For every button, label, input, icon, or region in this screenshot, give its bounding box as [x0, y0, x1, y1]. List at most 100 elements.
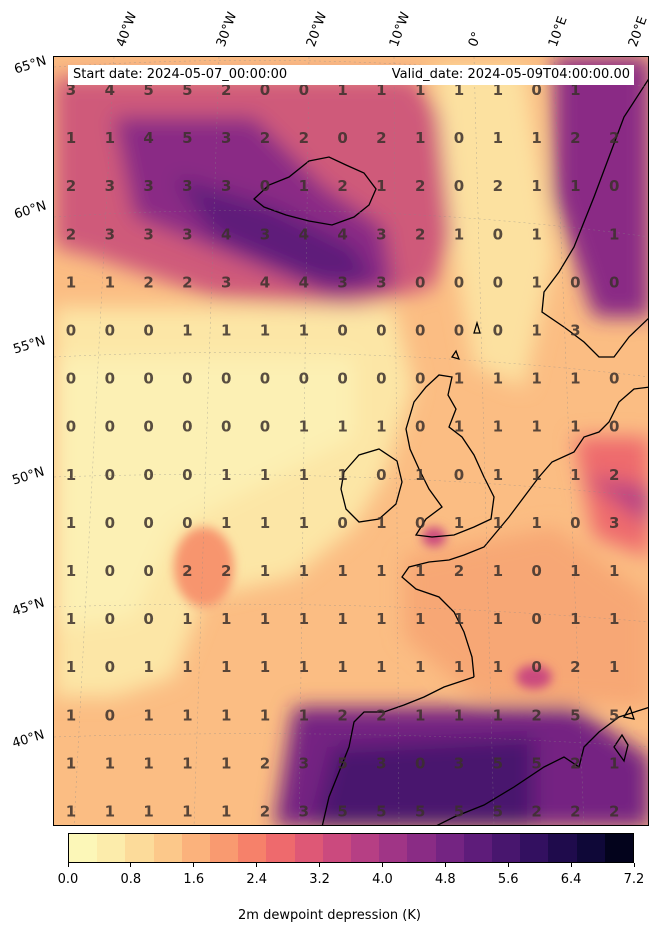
grid-value-label: 0 [66, 418, 76, 436]
grid-value-label: 0 [66, 322, 76, 340]
grid-value-label: 0 [337, 129, 347, 147]
grid-value-label: 0 [415, 322, 425, 340]
grid-value-label: 2 [570, 803, 580, 821]
grid-value-label: 0 [143, 466, 153, 484]
colorbar-tick-mark [570, 863, 572, 867]
colorbar-label: 2m dewpoint depression (K) [238, 908, 421, 923]
grid-value-label: 1 [531, 273, 541, 291]
grid-value-label: 5 [376, 803, 386, 821]
grid-value-label: 1 [143, 658, 153, 676]
grid-value-label: 2 [260, 803, 270, 821]
grid-value-label: 0 [143, 322, 153, 340]
grid-value-label: 1 [260, 514, 270, 532]
grid-value-label: 2 [182, 273, 192, 291]
grid-value-label: 1 [260, 610, 270, 628]
grid-value-label: 1 [493, 514, 503, 532]
grid-value-label: 2 [415, 225, 425, 243]
grid-value-label: 1 [260, 322, 270, 340]
grid-value-label: 1 [260, 706, 270, 724]
grid-value-label: 0 [531, 658, 541, 676]
grid-value-label: 0 [609, 177, 619, 195]
grid-value-label: 1 [376, 418, 386, 436]
grid-value-label: 2 [376, 706, 386, 724]
grid-value-label: 3 [66, 81, 76, 99]
grid-value-label: 1 [493, 418, 503, 436]
colorbar-segment [548, 834, 577, 862]
grid-value-label: 4 [260, 273, 270, 291]
grid-value-label: 0 [260, 418, 270, 436]
grid-value-label: 1 [531, 225, 541, 243]
colorbar-segment [435, 834, 464, 862]
grid-value-label: 1 [182, 658, 192, 676]
grid-value-label: 0 [299, 370, 309, 388]
colorbar-segment [604, 834, 634, 862]
grid-value-label: 3 [182, 177, 192, 195]
grid-value-label: 1 [143, 706, 153, 724]
grid-value-label: 1 [454, 370, 464, 388]
colorbar-tick-label: 5.6 [497, 872, 519, 887]
grid-value-label: 0 [415, 754, 425, 772]
grid-value-label: 3 [143, 225, 153, 243]
grid-value-label: 0 [182, 466, 192, 484]
grid-value-label: 1 [182, 803, 192, 821]
grid-value-label: 3 [105, 225, 115, 243]
grid-value-label: 1 [376, 562, 386, 580]
grid-value-label: 1 [454, 225, 464, 243]
grid-value-label: 3 [609, 514, 619, 532]
grid-value-label: 3 [260, 225, 270, 243]
grid-value-label: 0 [493, 322, 503, 340]
grid-value-label: 5 [182, 81, 192, 99]
grid-value-label: 1 [299, 658, 309, 676]
grid-value-label: 0 [376, 370, 386, 388]
grid-value-label: 3 [221, 273, 231, 291]
grid-value-label: 1 [299, 177, 309, 195]
grid-value-label: 1 [66, 754, 76, 772]
grid-value-label: 3 [299, 803, 309, 821]
colorbar-segment [97, 834, 126, 862]
grid-value-label: 1 [493, 562, 503, 580]
grid-value-label: 1 [454, 514, 464, 532]
grid-value-label: 0 [105, 562, 115, 580]
grid-value-label: 0 [337, 370, 347, 388]
colorbar-tick-mark [444, 863, 446, 867]
grid-value-label: 1 [337, 81, 347, 99]
grid-value-label: 1 [182, 754, 192, 772]
grid-value-label: 1 [531, 418, 541, 436]
grid-value-label: 1 [609, 225, 619, 243]
grid-value-label: 5 [143, 81, 153, 99]
grid-value-label: 0 [182, 418, 192, 436]
grid-value-label: 3 [221, 177, 231, 195]
colorbar-tick-mark [633, 863, 635, 867]
lon-label-20e: 20°E [625, 14, 651, 50]
grid-value-label: 1 [66, 514, 76, 532]
grid-value-label: 0 [415, 418, 425, 436]
grid-value-label: 3 [376, 273, 386, 291]
grid-value-label: 1 [337, 610, 347, 628]
colorbar-tick-mark [381, 863, 383, 867]
grid-value-label: 4 [337, 225, 347, 243]
grid-value-label: 2 [415, 177, 425, 195]
grid-value-label: 1 [531, 177, 541, 195]
colorbar-tick-mark [319, 863, 321, 867]
grid-value-label: 0 [493, 225, 503, 243]
grid-value-label: 0 [221, 370, 231, 388]
grid-value-label: 1 [66, 273, 76, 291]
grid-value-label: 5 [493, 754, 503, 772]
grid-value-labels: 3 4 5 5 2 0 0 1 1 1 1 1 0 1 1 1 4 5 3 2 2 0 2 1 0 1 1 2 2 2 3 3 3 3 0 1 2 1 2 0… [66, 81, 620, 821]
grid-value-label: 0 [221, 418, 231, 436]
grid-value-label: 1 [337, 466, 347, 484]
grid-value-label: 0 [182, 514, 192, 532]
grid-value-label: 1 [299, 514, 309, 532]
grid-value-label: 2 [221, 562, 231, 580]
grid-value-label: 3 [570, 322, 580, 340]
grid-value-label: 2 [376, 129, 386, 147]
grid-value-label: 1 [570, 466, 580, 484]
grid-value-label: 1 [221, 514, 231, 532]
grid-value-label: 1 [570, 562, 580, 580]
grid-value-label: 5 [609, 706, 619, 724]
coastlines [253, 78, 648, 825]
grid-value-label: 2 [143, 273, 153, 291]
grid-value-label: 1 [454, 418, 464, 436]
dewpoint-field [54, 57, 648, 825]
grid-value-label: 0 [260, 81, 270, 99]
